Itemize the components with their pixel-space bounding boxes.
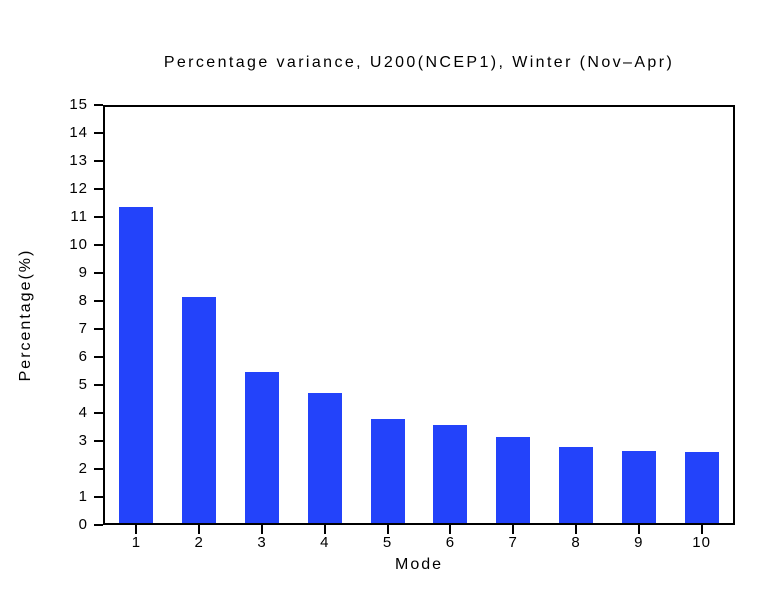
bar-mode-4 [307, 392, 342, 523]
y-tick-label-7: 7 [78, 320, 88, 337]
x-tick-2 [198, 525, 201, 534]
y-tick-3 [94, 440, 103, 442]
y-tick-label-4: 4 [78, 404, 88, 421]
bar-mode-8 [559, 446, 593, 523]
y-tick-0 [94, 524, 103, 526]
y-tick-11 [94, 216, 103, 218]
bar-mode-10 [684, 452, 719, 523]
x-tick-6 [449, 525, 452, 534]
y-tick-4 [94, 412, 103, 414]
x-tick-8 [575, 525, 577, 534]
y-tick-9 [94, 272, 103, 274]
x-tick-7 [512, 525, 515, 534]
y-tick-14 [94, 132, 103, 134]
y-tick-1 [94, 496, 103, 498]
x-tick-label-8: 8 [571, 534, 581, 551]
x-tick-4 [323, 525, 326, 534]
x-tick-label-4: 4 [320, 534, 330, 551]
y-tick-label-11: 11 [70, 208, 88, 225]
y-tick-label-3: 3 [78, 432, 88, 449]
y-tick-label-6: 6 [78, 348, 88, 365]
bar-mode-7 [496, 437, 531, 523]
y-tick-6 [94, 356, 103, 358]
x-tick-3 [261, 525, 263, 534]
x-tick-label-5: 5 [382, 534, 393, 551]
bars-container [105, 107, 733, 523]
y-tick-label-5: 5 [78, 376, 88, 393]
x-tick-label-10: 10 [692, 534, 711, 551]
y-tick-10 [94, 244, 103, 246]
y-tick-13 [94, 160, 103, 162]
x-tick-10 [700, 525, 703, 534]
y-tick-12 [94, 188, 103, 190]
y-tick-15 [94, 104, 103, 106]
y-tick-8 [94, 300, 103, 302]
x-tick-label-1: 1 [131, 534, 142, 551]
x-tick-label-2: 2 [194, 534, 204, 551]
y-tick-7 [94, 328, 103, 330]
y-tick-label-15: 15 [69, 96, 88, 113]
plot-frame [103, 105, 735, 525]
y-tick-label-9: 9 [78, 264, 88, 281]
y-tick-label-1: 1 [78, 488, 88, 505]
x-tick-label-7: 7 [508, 534, 518, 551]
x-tick-label-3: 3 [257, 534, 267, 551]
bar-mode-6 [433, 424, 468, 523]
x-tick-5 [386, 525, 389, 534]
y-tick-label-10: 10 [69, 236, 88, 253]
y-tick-label-2: 2 [78, 460, 88, 477]
x-tick-label-9: 9 [634, 534, 644, 551]
y-tick-label-13: 13 [69, 152, 88, 169]
chart-title: Percentage variance, U200(NCEP1), Winter… [163, 54, 675, 71]
bar-mode-3 [245, 371, 279, 523]
y-tick-2 [94, 468, 103, 470]
y-tick-label-8: 8 [78, 292, 88, 309]
x-axis-label: Mode [394, 556, 444, 573]
y-tick-label-0: 0 [78, 516, 88, 533]
bar-mode-9 [621, 450, 656, 523]
y-tick-5 [94, 384, 103, 386]
y-axis-label: Percentage(%) [17, 248, 34, 382]
bar-mode-2 [182, 296, 217, 523]
x-tick-9 [637, 525, 640, 534]
y-tick-label-14: 14 [69, 124, 88, 141]
x-tick-1 [135, 525, 138, 534]
y-tick-label-12: 12 [69, 180, 88, 197]
bar-mode-1 [119, 206, 154, 523]
x-tick-label-6: 6 [445, 534, 456, 551]
bar-mode-5 [370, 419, 405, 523]
